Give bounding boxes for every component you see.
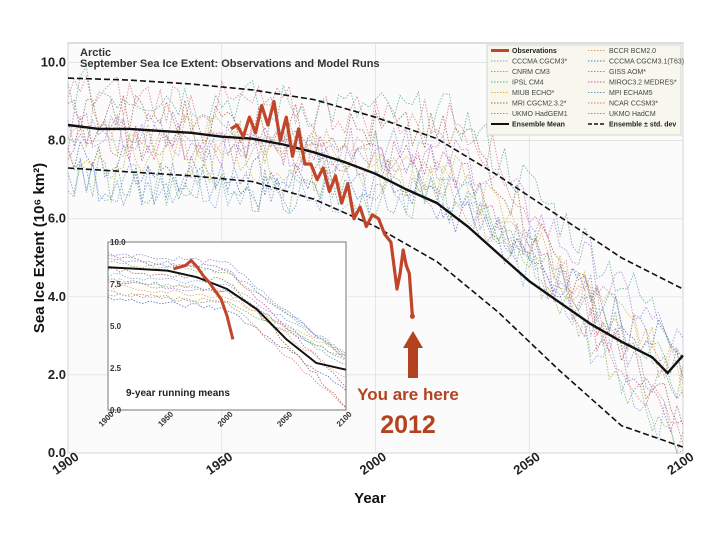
legend-label: Observations [512, 48, 557, 55]
inset-y-axis: 0.0 2.5 5.0 7.5 10.0 [110, 238, 126, 415]
legend: Observations BCCR BCM2.0 CCCMA CGCM3* CCCMA… [486, 44, 684, 136]
annotation-label: You are here [357, 385, 459, 404]
y-tick-label: 2.0 [48, 367, 66, 382]
model-run-line [67, 110, 684, 350]
model-run-line [67, 155, 684, 400]
legend-label: UKMO HadGEM1 [512, 111, 568, 118]
legend-box [486, 44, 682, 136]
inset-model-run [107, 267, 347, 408]
inset-model-run [107, 290, 347, 409]
inset-model-runs [107, 252, 347, 409]
model-run-line [67, 93, 684, 424]
legend-label: NCAR CCSM3* [609, 101, 658, 108]
model-run-line [67, 135, 684, 398]
annotation-arrow [403, 331, 423, 378]
inset-chart: 0.02.55.07.510.0 1900 1950 2000 2050 2100 9-… [97, 238, 354, 429]
inset-model-run [107, 252, 347, 356]
legend-label: CNRM CM3 [512, 69, 550, 76]
legend-label: BCCR BCM2.0 [609, 48, 656, 55]
main-series [67, 77, 684, 448]
y-tick-label: 0.0 [48, 445, 66, 460]
inset-model-run [107, 277, 347, 378]
legend-label: Ensemble Mean [512, 122, 565, 129]
inset-series [107, 258, 347, 371]
model-run-line [67, 158, 684, 374]
inset-label: 9-year running means [126, 388, 230, 399]
y-tick-label: 10.0 [41, 55, 66, 70]
y-tick-label: 4.0 [48, 289, 66, 304]
inset-model-run [107, 280, 347, 360]
inset-model-run [107, 278, 347, 365]
legend-label: GISS AOM* [609, 69, 646, 76]
series-ensemble-stddev [67, 167, 684, 448]
inset-model-run [107, 273, 347, 354]
observation-endpoint [409, 313, 415, 319]
series-observations [230, 99, 414, 317]
inset-y-tick-label: 7.5 [110, 280, 122, 289]
inset-y-tick-label: 2.5 [110, 364, 122, 373]
chart-title: Arctic [80, 47, 111, 59]
legend-label: CCCMA CGCM3.1(T63) [609, 59, 684, 66]
legend-label: MIROC3.2 MEDRES* [609, 80, 677, 87]
model-run-line [67, 74, 684, 445]
model-run-line [67, 159, 684, 454]
y-tick-label: 6.0 [48, 211, 66, 226]
series-ensemble-stddev [67, 77, 684, 290]
model-runs [67, 65, 684, 455]
inset-series-observations [172, 258, 235, 340]
y-tick-label: 8.0 [48, 133, 66, 148]
y-axis: 0.0 2.0 4.0 6.0 8.0 10.0 [41, 55, 66, 460]
inset-model-run [107, 284, 347, 354]
legend-label: MRI CGCM2.3.2* [512, 101, 567, 108]
legend-label: Ensemble ± std. dev [609, 122, 676, 129]
annotation-year: 2012 [380, 411, 436, 439]
inset-series-ensemble-mean [107, 266, 347, 371]
y-axis-title: Sea Ice Extent (10⁶ km²) [31, 163, 48, 333]
chart-subtitle: September Sea Ice Extent: Observations a… [80, 58, 380, 70]
inset-y-tick-label: 10.0 [110, 238, 126, 247]
legend-label: MPI ECHAM5 [609, 90, 653, 97]
inset-model-run [107, 296, 347, 391]
inset-model-run [107, 293, 347, 361]
inset-y-tick-label: 5.0 [110, 322, 122, 331]
inset-model-run [107, 260, 347, 356]
you-are-here-annotation: You are here 2012 [357, 331, 459, 439]
legend-label: CCCMA CGCM3* [512, 59, 568, 66]
x-axis-title: Year [354, 490, 386, 507]
model-run-line [67, 116, 684, 435]
legend-label: UKMO HadCM [609, 111, 656, 118]
legend-label: IPSL CM4 [512, 80, 544, 87]
series-ensemble-mean [67, 123, 684, 375]
inset-y-tick-label: 0.0 [110, 406, 122, 415]
legend-label: MIUB ECHO* [512, 90, 555, 97]
model-run-line [67, 109, 684, 400]
